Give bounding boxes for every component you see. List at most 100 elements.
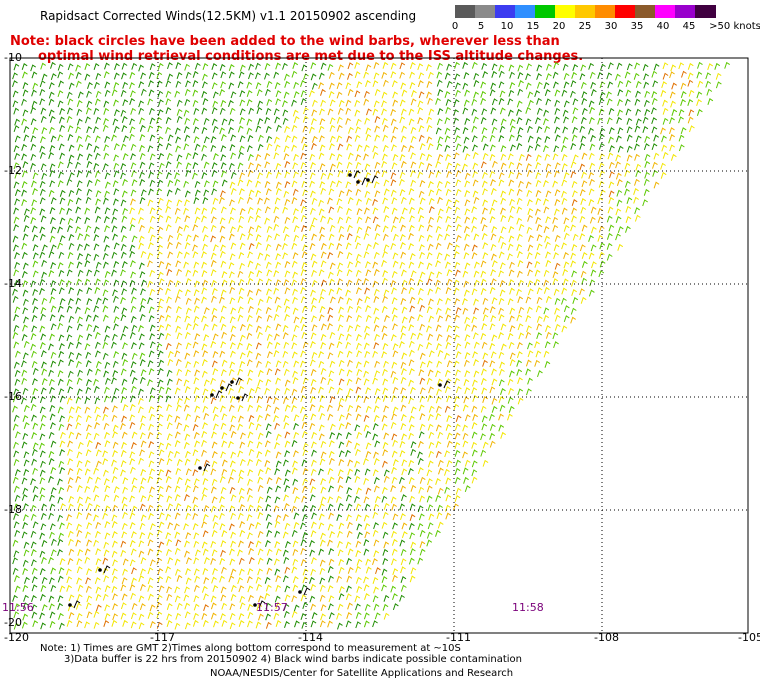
wind-barb [381,576,388,583]
wind-barb [454,135,461,143]
wind-barb [544,235,550,243]
wind-barb [184,199,190,207]
wind-barb [140,189,147,197]
wind-barb [570,307,577,315]
wind-barb [374,370,381,378]
wind-barb [31,432,37,439]
wind-barb [399,476,405,484]
wind-barb [220,594,227,602]
wind-barb [266,288,272,296]
wind-barb [203,136,210,144]
wind-barb [499,368,505,376]
wind-barb [12,80,18,88]
wind-barb [606,253,613,261]
wind-barb [246,314,253,322]
wind-barb [525,296,532,304]
wind-barb [237,368,244,376]
wind-barb [230,494,237,502]
wind-barb [616,179,623,186]
wind-barb [193,540,200,548]
wind-barb [121,496,128,504]
wind-barb [22,415,29,422]
wind-barb [273,71,280,79]
wind-barb [203,161,210,169]
wind-barb [363,548,370,556]
wind-barb [598,133,605,141]
wind-barb [292,62,299,69]
wind-barb [193,197,200,204]
wind-barb [544,360,551,368]
wind-barb [401,306,408,314]
wind-barb [192,504,199,512]
wind-barb [230,242,237,250]
wind-barb [85,253,92,261]
wind-barb [60,431,66,439]
wind-barb [464,370,471,378]
wind-barb [14,118,20,126]
wind-barb [58,314,65,322]
wind-barb [112,180,119,188]
wind-barb [678,116,684,124]
wind-barb [426,64,432,71]
wind-barb [347,305,354,313]
contamination-circle [253,603,257,607]
wind-barb [365,487,372,495]
wind-barb [130,395,136,403]
wind-barb [193,126,200,134]
wind-barb [122,477,129,485]
legend-swatch [495,5,516,18]
wind-barb [194,207,201,215]
wind-barb [518,180,524,188]
wind-barb [67,63,74,71]
wind-barb [246,196,253,204]
wind-barb [174,586,181,594]
wind-barb [491,378,498,386]
wind-barb [148,188,154,196]
wind-barb [23,549,30,557]
wind-barb [13,414,20,422]
wind-barb [210,136,217,143]
wind-barb [102,557,109,565]
wind-barb [392,126,399,134]
wind-barb [382,295,388,303]
wind-barb [373,451,379,459]
wind-barb [102,297,109,305]
wind-barb [275,171,282,179]
wind-barb [419,197,426,205]
wind-barb [147,567,154,575]
wind-barb [121,503,128,511]
wind-barb [319,163,326,171]
wind-barb [87,476,93,484]
wind-barb [86,298,93,305]
wind-barb [76,414,82,422]
wind-barb [228,575,235,583]
wind-barb [255,621,262,629]
wind-barb [300,214,307,222]
wind-barb [482,297,489,305]
wind-barb [625,205,632,213]
wind-barb [184,88,191,96]
wind-barb [516,314,523,322]
wind-barb [400,548,407,556]
wind-barb [112,360,119,368]
wind-barb [392,216,399,224]
wind-barb [535,162,541,169]
wind-barb [438,467,444,475]
wind-barb [291,505,298,513]
wind-barb [120,243,127,251]
wind-barb [194,458,201,466]
wind-barb [103,216,110,223]
wind-barb [49,404,56,412]
wind-barb [238,495,245,503]
wind-barb [364,523,371,530]
legend-swatch [595,5,616,18]
wind-barb [419,244,425,252]
wind-barb [329,153,336,160]
wind-barb [581,97,588,105]
wind-barb [480,278,487,286]
wind-barb [157,485,164,493]
wind-barb [75,226,81,234]
wind-barb [30,478,36,486]
wind-barb [21,189,27,197]
wind-barb [644,135,650,143]
